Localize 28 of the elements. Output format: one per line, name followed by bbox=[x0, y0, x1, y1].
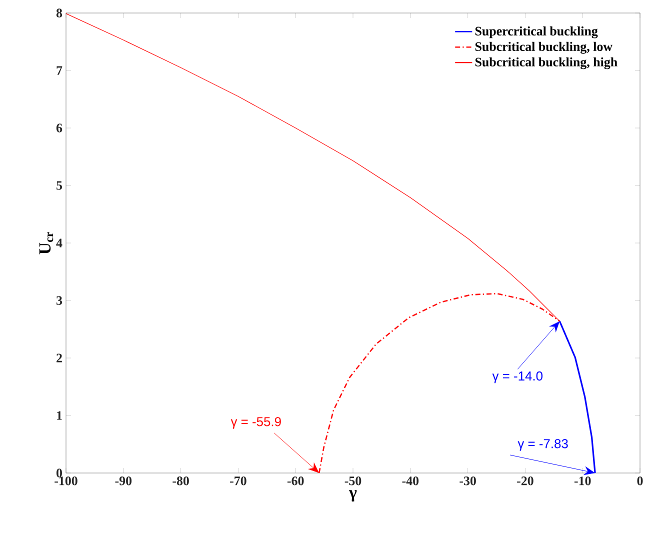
x-axis-title: γ bbox=[348, 490, 357, 502]
y-tick-label: 4 bbox=[56, 238, 62, 248]
x-tick-label: -70 bbox=[230, 476, 246, 486]
y-tick-label: 0 bbox=[56, 468, 62, 478]
x-tick-label: -20 bbox=[517, 476, 534, 486]
y-tick-label: 7 bbox=[56, 66, 62, 75]
x-tick-label: 0 bbox=[637, 476, 643, 486]
x-tick-label: -60 bbox=[287, 476, 304, 486]
x-tick-label: -90 bbox=[115, 476, 132, 486]
x-tick-label: -100 bbox=[54, 476, 78, 486]
annotation: γ = -7.83 bbox=[518, 439, 568, 451]
y-axis-title: U$_{cr}$ bbox=[39, 232, 54, 254]
y-tick-label: 6 bbox=[56, 124, 62, 132]
x-tick-label: -30 bbox=[460, 476, 476, 486]
y-tick-label: 1 bbox=[57, 411, 62, 420]
legend-label: Subcritical buckling, low bbox=[475, 42, 612, 54]
x-tick-label: -40 bbox=[402, 476, 419, 486]
legend-label: Supercritical buckling bbox=[475, 26, 598, 38]
y-tick-label: 3 bbox=[56, 296, 62, 305]
x-tick-label: -80 bbox=[172, 476, 189, 486]
x-tick-label: -10 bbox=[574, 476, 591, 486]
legend-label: Subcritical buckling, high bbox=[475, 57, 618, 70]
annotation: γ = -55.9 bbox=[230, 417, 281, 429]
y-tick-label: 2 bbox=[56, 354, 62, 362]
y-tick-label: 8 bbox=[56, 8, 62, 18]
x-tick-label: -50 bbox=[344, 476, 362, 486]
y-tick-label: 5 bbox=[56, 181, 62, 190]
annotation: γ = -14.0 bbox=[492, 371, 543, 384]
